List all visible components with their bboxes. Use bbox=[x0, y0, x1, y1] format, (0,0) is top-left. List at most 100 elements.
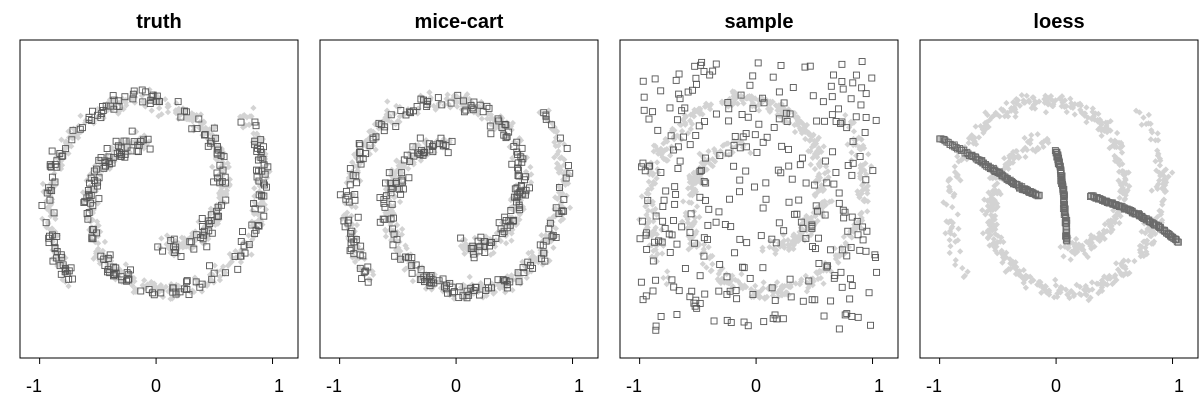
imputed-point bbox=[828, 111, 836, 119]
imputed-point bbox=[555, 210, 563, 218]
imputed-point bbox=[671, 200, 679, 208]
imputed-point bbox=[57, 270, 65, 278]
imputed-point bbox=[522, 191, 529, 199]
imputed-point bbox=[844, 227, 852, 235]
observed-point bbox=[1042, 109, 1050, 116]
x-axis: -1 0 1 bbox=[626, 376, 884, 396]
imputed-point bbox=[409, 143, 417, 151]
imputed-point bbox=[87, 192, 95, 200]
imputed-point bbox=[832, 118, 840, 125]
imputed-point bbox=[393, 235, 401, 243]
observed-point bbox=[1076, 283, 1084, 290]
observed-point bbox=[1125, 169, 1132, 176]
imputed-point bbox=[702, 179, 710, 187]
imputed-point bbox=[436, 140, 444, 148]
x-tick-label: 0 bbox=[451, 376, 461, 396]
imputed-point bbox=[662, 187, 670, 195]
observed-point bbox=[1001, 155, 1008, 162]
imputed-point bbox=[494, 115, 502, 123]
imputed-point bbox=[802, 234, 810, 242]
imputed-point bbox=[139, 98, 147, 106]
observed-point bbox=[955, 225, 962, 232]
observed-point bbox=[1029, 277, 1037, 284]
imputed-point bbox=[862, 247, 870, 255]
observed-point bbox=[479, 294, 487, 301]
imputed-point bbox=[62, 266, 70, 274]
imputed-point bbox=[839, 206, 847, 214]
observed-point bbox=[1115, 177, 1122, 184]
imputed-point bbox=[689, 86, 696, 94]
imputed-point bbox=[862, 90, 870, 98]
imputed-point bbox=[507, 207, 515, 214]
observed-point bbox=[1157, 211, 1164, 218]
imputed-point bbox=[837, 268, 845, 276]
observed-point bbox=[146, 86, 153, 93]
imputed-point bbox=[428, 279, 436, 287]
imputed-point bbox=[692, 74, 700, 82]
points-layer bbox=[38, 86, 273, 302]
observed-point bbox=[1023, 92, 1030, 99]
imputed-point bbox=[861, 129, 869, 136]
imputed-point bbox=[744, 322, 752, 330]
imputed-point bbox=[476, 291, 483, 299]
imputed-point bbox=[540, 109, 548, 117]
imputed-point bbox=[835, 189, 843, 197]
imputed-point bbox=[407, 109, 415, 117]
imputed-point bbox=[97, 114, 105, 122]
observed-point bbox=[952, 261, 959, 269]
imputed-point bbox=[481, 238, 489, 245]
imputed-point bbox=[61, 265, 69, 272]
imputed-point bbox=[502, 121, 510, 129]
panel-title: truth bbox=[136, 11, 182, 33]
imputed-point bbox=[472, 283, 480, 291]
observed-point bbox=[1099, 279, 1106, 286]
imputed-point bbox=[510, 143, 518, 150]
observed-point bbox=[219, 189, 227, 196]
observed-point bbox=[75, 134, 82, 141]
imputed-point bbox=[137, 287, 145, 295]
imputed-point bbox=[486, 242, 494, 250]
imputed-point bbox=[846, 295, 854, 303]
imputed-point bbox=[46, 161, 54, 169]
observed-point bbox=[1126, 269, 1133, 277]
imputed-point bbox=[673, 240, 681, 248]
imputed-point bbox=[193, 125, 201, 133]
observed-point bbox=[748, 286, 755, 293]
observed-point bbox=[1095, 289, 1102, 297]
imputed-point bbox=[176, 288, 184, 296]
imputed-point bbox=[106, 251, 114, 259]
imputed-point bbox=[467, 284, 475, 292]
imputed-point bbox=[497, 225, 505, 233]
imputed-point bbox=[762, 195, 770, 203]
imputed-point bbox=[38, 201, 46, 209]
imputed-point bbox=[53, 157, 61, 165]
observed-point bbox=[262, 206, 270, 213]
observed-point bbox=[1148, 240, 1155, 247]
imputed-point bbox=[819, 98, 827, 106]
imputed-point bbox=[85, 191, 93, 199]
imputed-point bbox=[751, 131, 759, 139]
imputed-point bbox=[390, 214, 397, 222]
imputed-point bbox=[463, 294, 471, 302]
imputed-point bbox=[104, 254, 112, 262]
imputed-point bbox=[356, 141, 364, 149]
observed-point bbox=[409, 278, 416, 285]
observed-point bbox=[653, 159, 661, 166]
observed-point bbox=[1051, 294, 1058, 301]
imputed-point bbox=[862, 114, 870, 121]
imputed-point bbox=[205, 227, 213, 235]
observed-point bbox=[466, 273, 473, 280]
plot-frame bbox=[19, 39, 299, 359]
observed-point bbox=[496, 285, 503, 292]
observed-point bbox=[1067, 104, 1074, 111]
imputed-point bbox=[260, 161, 268, 169]
imputed-point bbox=[815, 259, 823, 267]
imputed-point bbox=[657, 87, 665, 95]
imputed-point bbox=[526, 184, 533, 192]
observed-point bbox=[158, 235, 165, 242]
imputed-point bbox=[237, 118, 245, 126]
imputed-point bbox=[203, 243, 211, 251]
imputed-point bbox=[727, 223, 735, 231]
observed-point bbox=[478, 115, 485, 122]
imputed-point bbox=[524, 258, 532, 266]
